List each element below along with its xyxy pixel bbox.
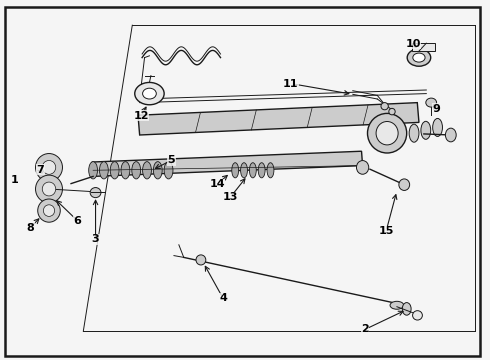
Ellipse shape xyxy=(376,122,398,145)
Ellipse shape xyxy=(413,53,425,62)
Ellipse shape xyxy=(368,113,407,153)
Ellipse shape xyxy=(38,199,60,222)
Ellipse shape xyxy=(89,162,98,179)
Text: 15: 15 xyxy=(378,226,394,236)
Ellipse shape xyxy=(153,162,162,179)
Ellipse shape xyxy=(36,175,63,203)
Ellipse shape xyxy=(409,124,419,142)
Ellipse shape xyxy=(389,108,395,115)
Text: 4: 4 xyxy=(219,293,227,303)
Ellipse shape xyxy=(413,311,422,320)
Text: 7: 7 xyxy=(36,165,44,175)
Ellipse shape xyxy=(164,162,173,179)
Ellipse shape xyxy=(143,162,151,179)
Bar xyxy=(412,43,435,51)
Ellipse shape xyxy=(143,88,156,99)
Ellipse shape xyxy=(433,118,442,136)
Text: 13: 13 xyxy=(222,192,238,202)
Text: 6: 6 xyxy=(74,216,81,226)
Ellipse shape xyxy=(121,162,130,179)
Ellipse shape xyxy=(42,182,56,196)
Ellipse shape xyxy=(196,255,206,265)
Text: 14: 14 xyxy=(209,179,225,189)
Text: 3: 3 xyxy=(92,234,99,244)
Ellipse shape xyxy=(132,162,141,179)
Ellipse shape xyxy=(99,162,108,179)
Ellipse shape xyxy=(135,82,164,105)
Ellipse shape xyxy=(356,161,368,174)
Polygon shape xyxy=(138,103,419,135)
Ellipse shape xyxy=(249,163,256,178)
Ellipse shape xyxy=(44,205,55,216)
Ellipse shape xyxy=(42,161,56,174)
Ellipse shape xyxy=(426,98,437,107)
Ellipse shape xyxy=(258,163,265,178)
Text: 2: 2 xyxy=(361,324,369,334)
Ellipse shape xyxy=(399,179,410,190)
Ellipse shape xyxy=(445,128,456,142)
Ellipse shape xyxy=(232,163,239,178)
Text: 1: 1 xyxy=(11,175,19,185)
Text: 12: 12 xyxy=(133,111,149,121)
Text: 5: 5 xyxy=(168,155,175,165)
Ellipse shape xyxy=(407,49,431,66)
Text: 9: 9 xyxy=(432,104,440,114)
Text: 11: 11 xyxy=(283,78,298,89)
Text: 10: 10 xyxy=(405,39,421,49)
Ellipse shape xyxy=(390,301,404,309)
Ellipse shape xyxy=(421,121,431,139)
Ellipse shape xyxy=(241,163,247,178)
Ellipse shape xyxy=(381,103,388,110)
Polygon shape xyxy=(92,151,363,176)
Ellipse shape xyxy=(402,302,411,315)
Ellipse shape xyxy=(267,163,274,178)
Text: 8: 8 xyxy=(26,222,34,233)
Ellipse shape xyxy=(36,153,63,181)
Ellipse shape xyxy=(90,188,101,198)
Ellipse shape xyxy=(110,162,119,179)
